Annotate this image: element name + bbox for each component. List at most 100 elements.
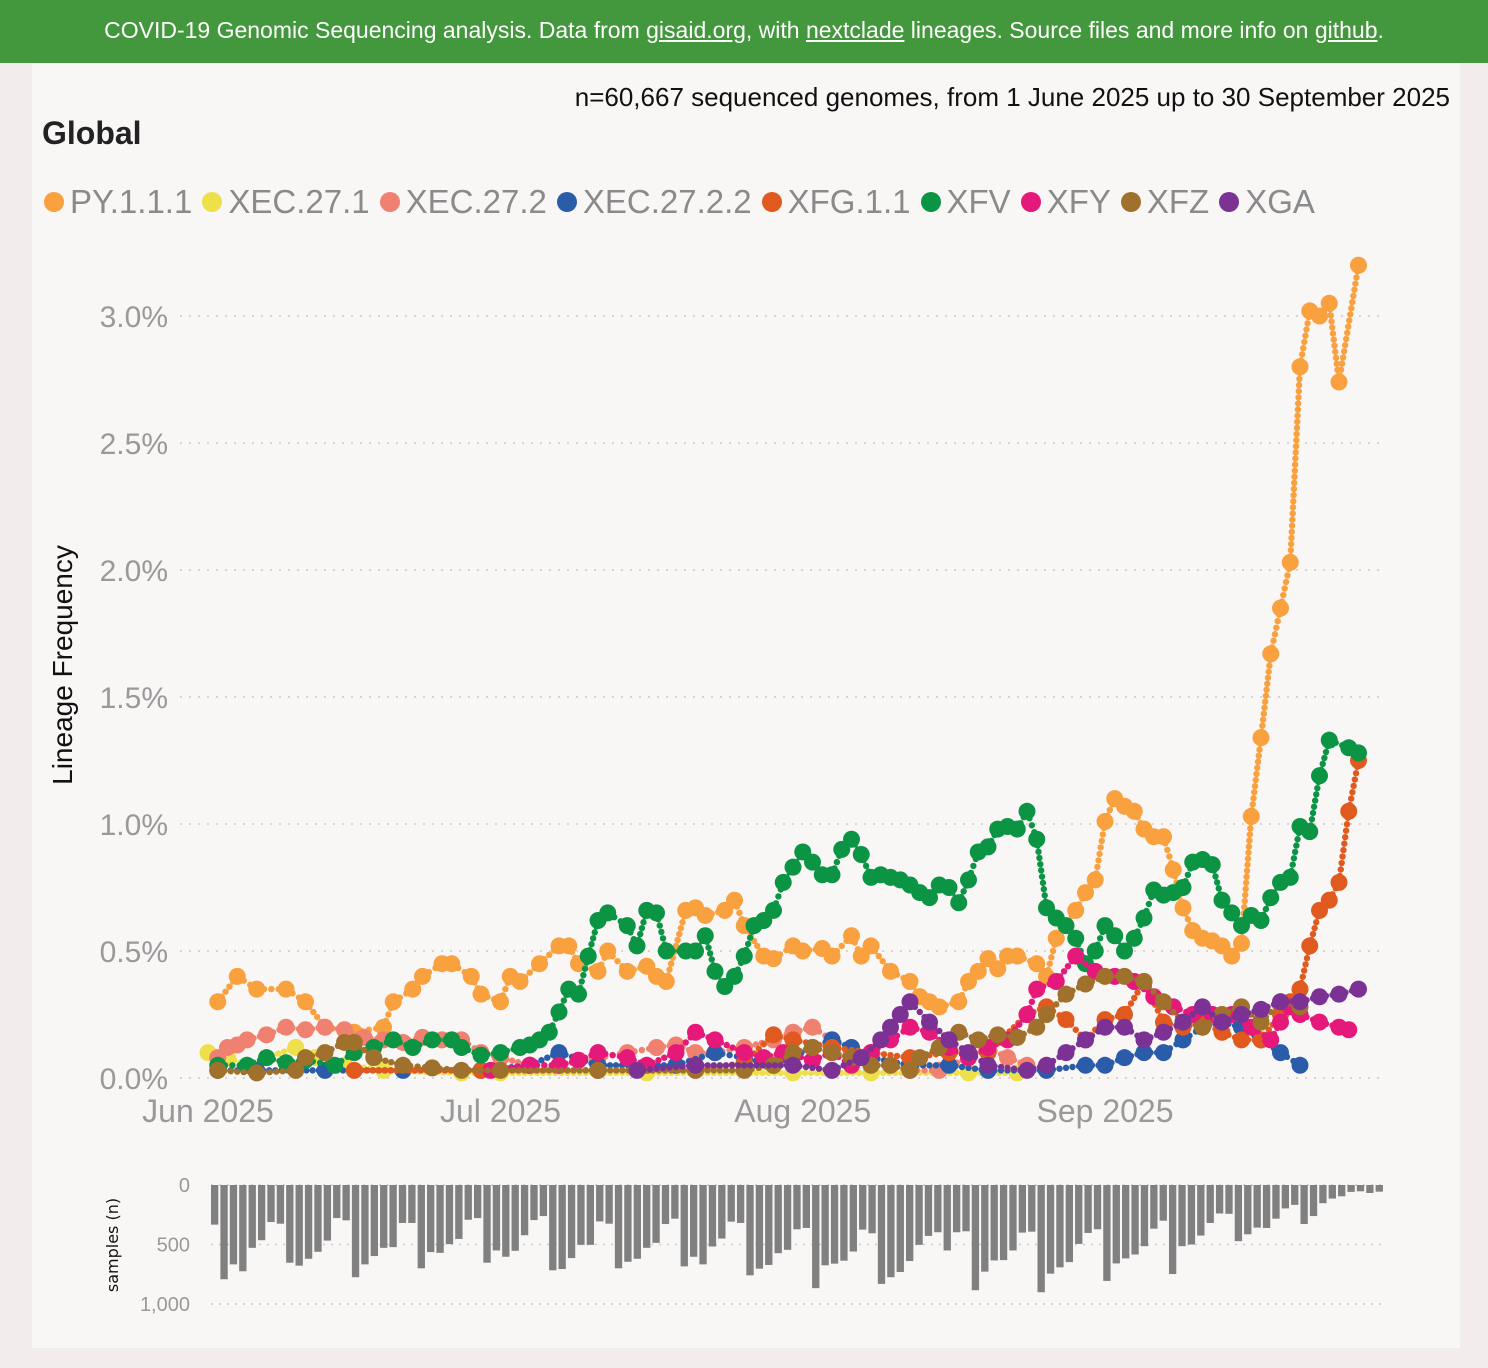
sample-bar (586, 1185, 595, 1245)
connector-dot (576, 1067, 583, 1074)
data-point (1174, 1013, 1192, 1031)
data-point (1067, 901, 1085, 919)
connector-dot (1213, 879, 1221, 886)
connector-dot (538, 1057, 545, 1064)
connector-dot (1339, 853, 1346, 860)
connector-dot (1041, 892, 1048, 899)
connector-dot (1300, 344, 1307, 352)
data-point (882, 1018, 899, 1036)
data-point (492, 1061, 509, 1079)
sample-bar (1244, 1185, 1252, 1235)
data-point (1038, 1006, 1055, 1023)
connector-dot (1260, 710, 1267, 717)
connector-dot (1290, 498, 1297, 505)
legend-item[interactable]: XFG.1.1 (761, 183, 911, 221)
connector-dot (1261, 698, 1269, 705)
sample-bar (1300, 1185, 1308, 1225)
sample-bar (1272, 1185, 1280, 1219)
connector-dot (471, 1067, 478, 1074)
data-point (765, 901, 782, 919)
data-point (784, 1044, 802, 1062)
data-point (882, 962, 899, 980)
connector-dot (1347, 795, 1355, 802)
connector-dot (1342, 827, 1350, 834)
nextclade-link[interactable]: nextclade (805, 17, 905, 43)
connector-dot (1095, 857, 1102, 864)
sample-bar (314, 1185, 322, 1252)
connector-dot (887, 1051, 894, 1059)
connector-dot (582, 1067, 590, 1074)
connector-dot (659, 1064, 667, 1072)
legend-item[interactable]: XFY (1020, 183, 1111, 221)
data-point (1291, 980, 1309, 998)
data-point (1301, 937, 1319, 955)
connector-dot (385, 1011, 392, 1018)
data-point (345, 1061, 363, 1079)
connector-dot (867, 1045, 875, 1052)
legend-item[interactable]: XEC.27.2 (379, 183, 547, 221)
connector-dot (1311, 924, 1318, 932)
connector-dot (722, 1062, 730, 1069)
gisaid-link[interactable]: gisaid.org (646, 17, 746, 43)
sample-bar (990, 1185, 998, 1261)
connector-dot (612, 1062, 620, 1069)
data-point (228, 967, 246, 985)
sample-bar (868, 1185, 876, 1234)
connector-dot (1004, 1064, 1011, 1072)
connector-dot (1036, 854, 1043, 862)
banner-text: lineages. Source files and more info on (904, 17, 1315, 43)
sample-bar (812, 1185, 820, 1289)
github-link[interactable]: github (1314, 17, 1378, 43)
connector-dot (1294, 412, 1301, 419)
data-point (1330, 985, 1348, 1003)
data-point (531, 955, 548, 973)
connector-dot (771, 1062, 778, 1069)
connector-dot (1353, 274, 1360, 281)
connector-dot (708, 956, 715, 963)
connector-dot (1096, 935, 1104, 942)
legend-item[interactable]: XFZ (1120, 183, 1209, 221)
sample-bar (830, 1185, 839, 1264)
data-point (326, 1056, 344, 1074)
data-point (1174, 1031, 1192, 1049)
data-point (901, 1061, 919, 1079)
data-point (1213, 1013, 1231, 1031)
data-point (579, 947, 597, 965)
legend-item[interactable]: PY.1.1.1 (44, 183, 192, 221)
connector-dot (1184, 871, 1192, 878)
connector-dot (375, 1067, 382, 1074)
connector-dot (1040, 885, 1048, 893)
connector-dot (1293, 842, 1300, 849)
data-point (843, 830, 860, 848)
data-point (1233, 1006, 1250, 1023)
sample-bar (1065, 1185, 1073, 1263)
legend-item[interactable]: XEC.27.2.2 (556, 183, 752, 221)
connector-dot (1164, 846, 1171, 854)
data-point (1086, 871, 1104, 889)
connector-dot (580, 971, 587, 979)
connector-dot (746, 934, 754, 941)
legend-item[interactable]: XEC.27.1 (202, 183, 370, 221)
connector-dot (656, 922, 663, 929)
connector-dot (1072, 1026, 1079, 1033)
connector-dot (1290, 855, 1298, 862)
connector-dot (509, 1057, 516, 1064)
legend-item[interactable]: XFV (920, 183, 1011, 221)
connector-dot (1309, 930, 1317, 938)
data-point (969, 962, 987, 980)
sample-bar (915, 1185, 923, 1245)
connector-dot (1293, 424, 1301, 432)
legend-item[interactable]: XGA (1219, 183, 1315, 221)
connector-dot (273, 1068, 280, 1075)
data-point (1252, 1013, 1270, 1031)
connector-dot (1351, 776, 1359, 783)
connector-dot (1288, 534, 1295, 542)
data-point (1155, 1023, 1172, 1041)
connector-dot (1038, 873, 1046, 880)
data-point (1067, 947, 1085, 965)
connector-dot (1069, 1063, 1076, 1071)
connector-dot (801, 1069, 809, 1077)
sample-bar (1356, 1185, 1365, 1192)
connector-dot (765, 1062, 772, 1069)
data-point (1038, 1056, 1055, 1074)
